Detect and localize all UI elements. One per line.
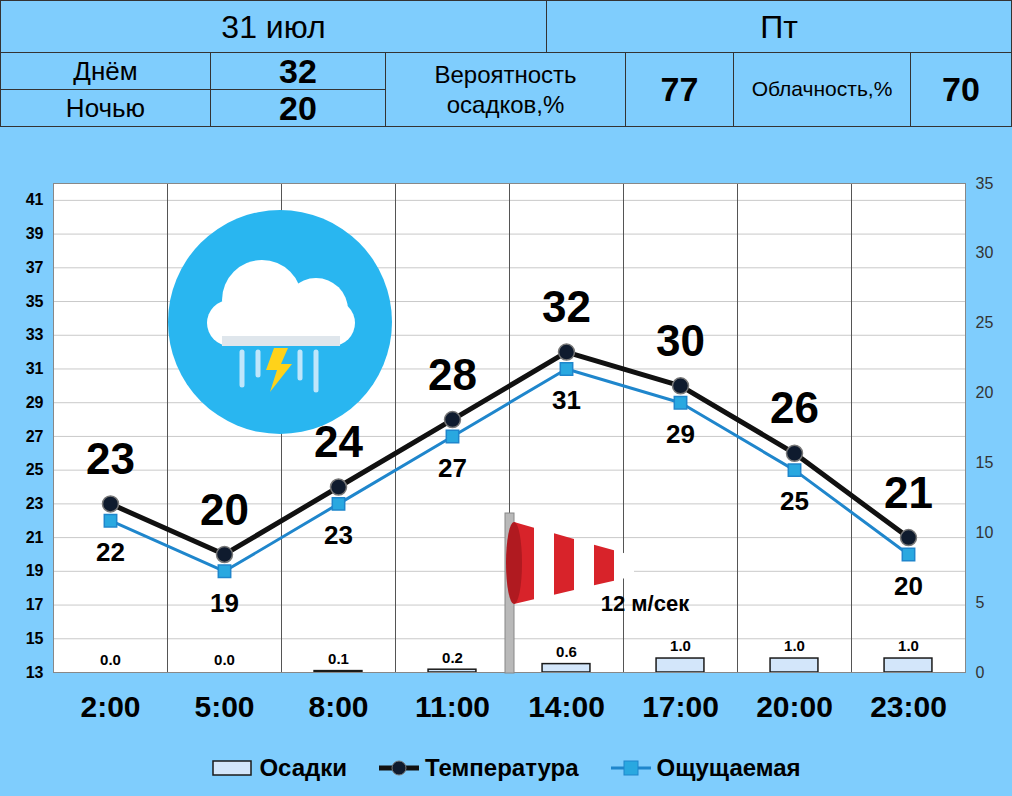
svg-text:20: 20 xyxy=(200,485,249,534)
html-text:Ночью: Ночью xyxy=(65,92,146,123)
svg-text:29: 29 xyxy=(26,394,44,411)
svg-text:0.6: 0.6 xyxy=(556,643,577,660)
svg-text:25: 25 xyxy=(976,314,994,331)
svg-text:15: 15 xyxy=(26,630,44,647)
svg-text:31: 31 xyxy=(552,385,581,415)
svg-text:21: 21 xyxy=(884,468,933,517)
svg-text:29: 29 xyxy=(666,419,695,449)
svg-text:12 м/сек: 12 м/сек xyxy=(601,591,690,616)
svg-text:2:00: 2:00 xyxy=(80,690,140,723)
html-text:Температура: Температура xyxy=(425,754,579,781)
svg-text:5: 5 xyxy=(976,594,985,611)
svg-text:24: 24 xyxy=(314,417,363,466)
html-text:Осадки: Осадки xyxy=(259,754,348,781)
html-text:20: 20 xyxy=(279,88,317,127)
html-text:Днём: Днём xyxy=(73,55,138,86)
svg-text:10: 10 xyxy=(976,524,994,541)
svg-text:28: 28 xyxy=(428,350,477,399)
svg-text:19: 19 xyxy=(210,588,239,618)
html-text:31 июл: 31 июл xyxy=(221,8,326,45)
svg-text:0.0: 0.0 xyxy=(214,651,235,668)
svg-text:41: 41 xyxy=(26,191,44,208)
svg-text:30: 30 xyxy=(656,316,705,365)
svg-text:0.0: 0.0 xyxy=(100,651,121,668)
svg-text:1.0: 1.0 xyxy=(784,637,805,654)
html-text:Вероятность осадков,%: Вероятность осадков,% xyxy=(434,60,577,118)
svg-text:31: 31 xyxy=(26,360,44,377)
svg-text:0: 0 xyxy=(976,664,985,681)
svg-text:0.2: 0.2 xyxy=(442,649,463,666)
svg-text:25: 25 xyxy=(780,486,809,516)
svg-text:35: 35 xyxy=(26,293,44,310)
svg-text:23: 23 xyxy=(86,434,135,483)
svg-text:19: 19 xyxy=(26,562,44,579)
svg-text:13: 13 xyxy=(26,664,44,681)
svg-text:23: 23 xyxy=(324,520,353,550)
svg-text:23: 23 xyxy=(26,495,44,512)
svg-text:8:00: 8:00 xyxy=(308,690,368,723)
svg-text:15: 15 xyxy=(976,454,994,471)
html-text:Облачность,%: Облачность,% xyxy=(751,77,893,101)
svg-text:23:00: 23:00 xyxy=(870,690,947,723)
svg-text:32: 32 xyxy=(542,282,591,331)
svg-text:14:00: 14:00 xyxy=(528,690,605,723)
svg-text:35: 35 xyxy=(976,175,994,192)
svg-text:30: 30 xyxy=(976,244,994,261)
svg-text:17: 17 xyxy=(26,596,44,613)
svg-text:27: 27 xyxy=(26,428,44,445)
svg-text:0.1: 0.1 xyxy=(328,650,349,667)
html-text:77: 77 xyxy=(660,70,699,109)
html-text:32: 32 xyxy=(279,51,317,90)
svg-text:22: 22 xyxy=(96,537,125,567)
svg-text:20: 20 xyxy=(976,384,994,401)
svg-text:25: 25 xyxy=(26,461,44,478)
svg-text:20: 20 xyxy=(894,571,923,601)
svg-text:1.0: 1.0 xyxy=(898,637,919,654)
html-text:70: 70 xyxy=(942,70,980,109)
svg-text:26: 26 xyxy=(770,383,819,432)
svg-text:17:00: 17:00 xyxy=(642,690,719,723)
svg-text:27: 27 xyxy=(438,453,467,483)
svg-text:33: 33 xyxy=(26,326,44,343)
svg-text:1.0: 1.0 xyxy=(670,637,691,654)
html-text:Пт: Пт xyxy=(760,8,798,45)
svg-text:20:00: 20:00 xyxy=(756,690,833,723)
svg-text:21: 21 xyxy=(26,529,44,546)
svg-text:39: 39 xyxy=(26,225,44,242)
svg-text:37: 37 xyxy=(26,259,44,276)
svg-text:5:00: 5:00 xyxy=(194,690,254,723)
svg-text:11:00: 11:00 xyxy=(415,690,490,723)
html-text:Ощущаемая: Ощущаемая xyxy=(656,754,801,781)
